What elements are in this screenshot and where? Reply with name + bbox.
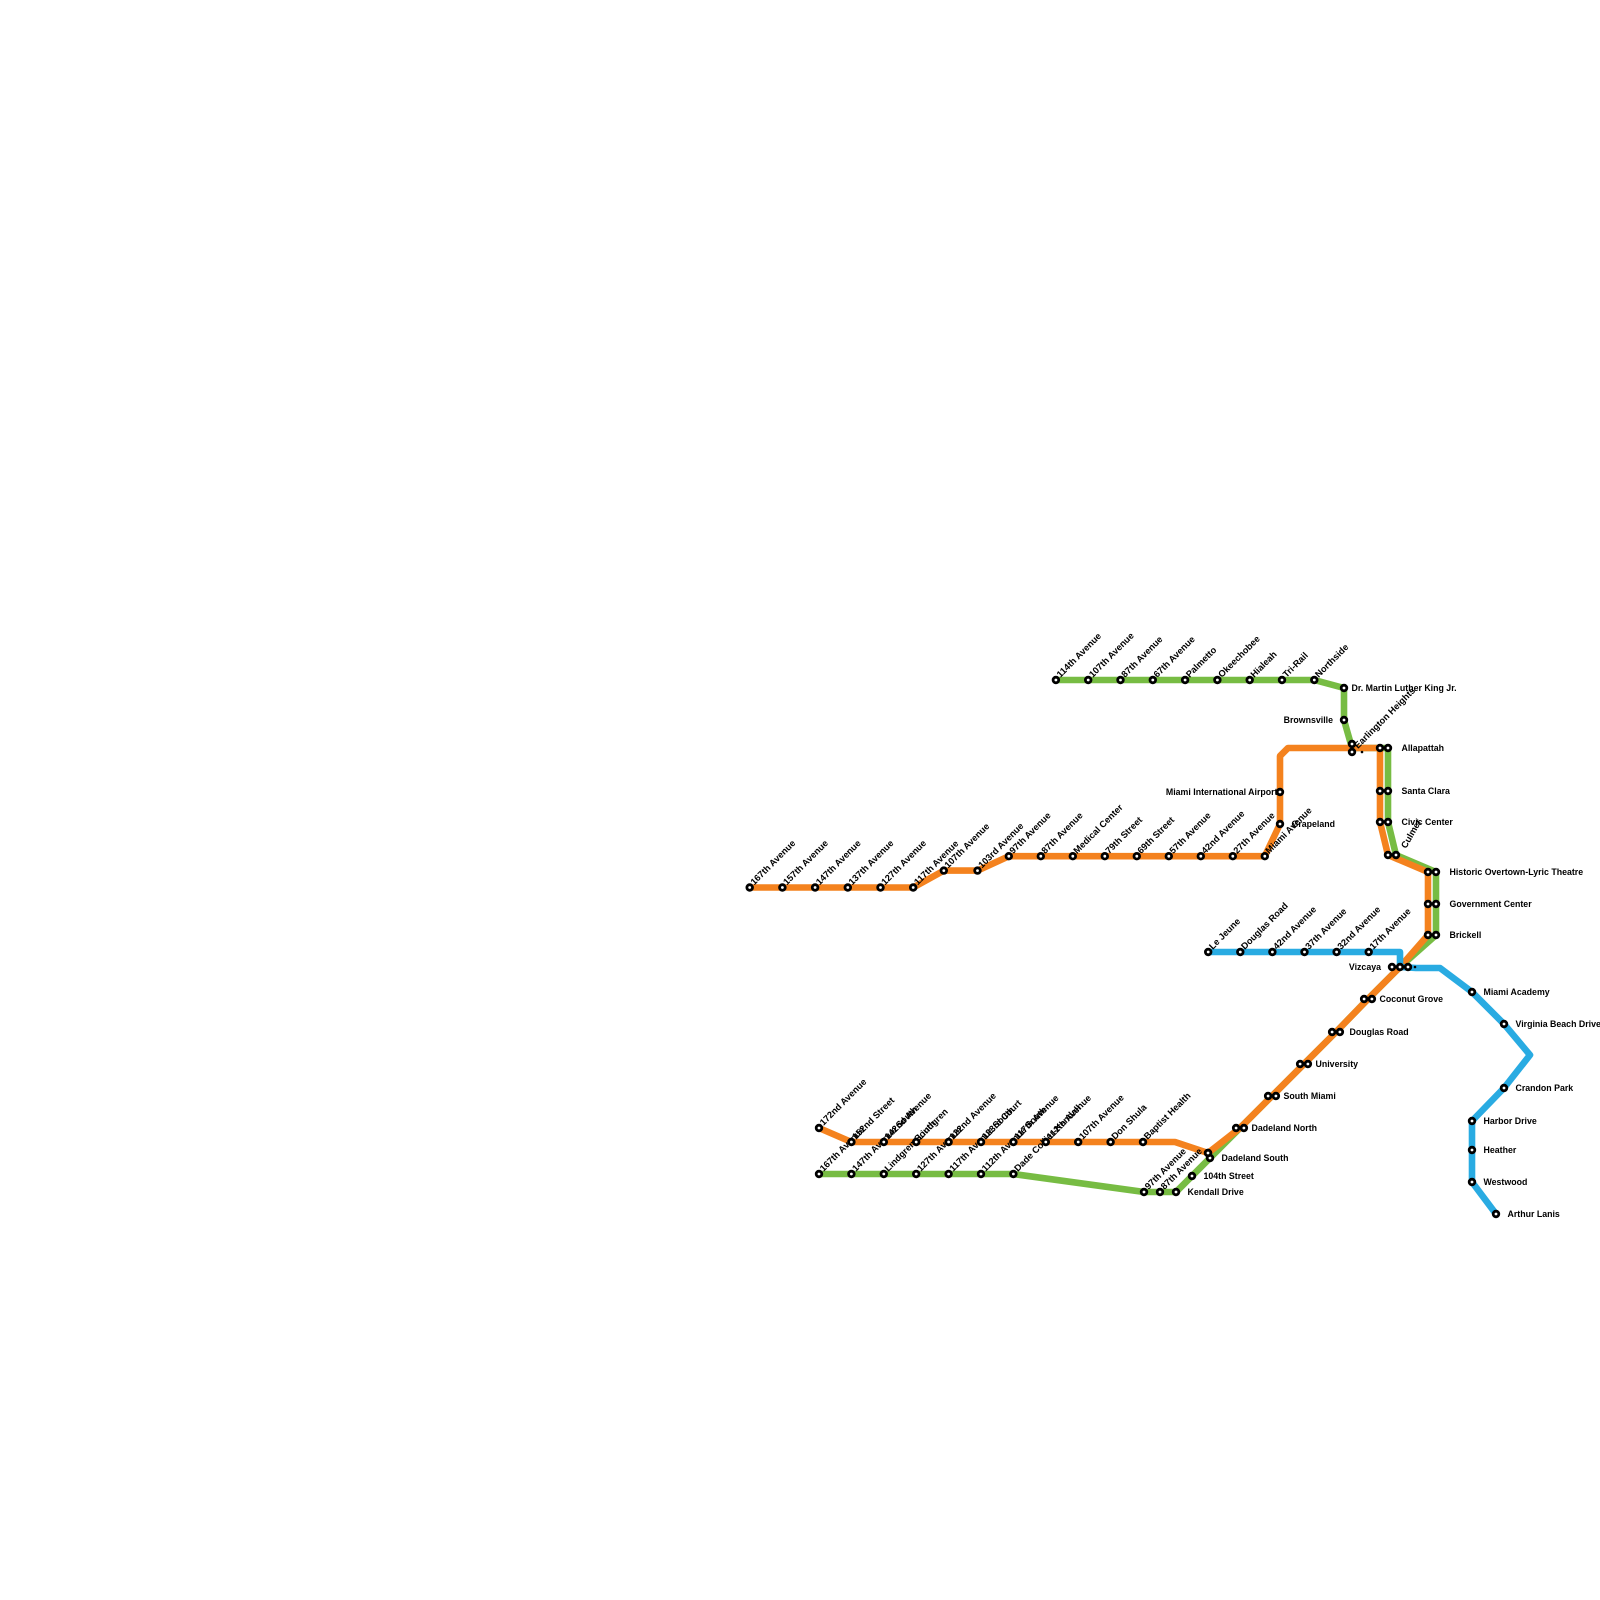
svg-text:Harbor Drive: Harbor Drive bbox=[1484, 1116, 1537, 1126]
svg-text:Miami Academy: Miami Academy bbox=[1484, 987, 1550, 997]
svg-text:Historic Overtown-Lyric Theatr: Historic Overtown-Lyric Theatre bbox=[1450, 867, 1584, 877]
svg-text:Kendall Drive: Kendall Drive bbox=[1188, 1187, 1244, 1197]
svg-text:Heather: Heather bbox=[1484, 1145, 1517, 1155]
svg-text:Westwood: Westwood bbox=[1484, 1177, 1528, 1187]
svg-text:Allapattah: Allapattah bbox=[1402, 743, 1445, 753]
svg-text:Brickell: Brickell bbox=[1450, 930, 1482, 940]
svg-text:Santa Clara: Santa Clara bbox=[1402, 786, 1451, 796]
svg-text:Dadeland North: Dadeland North bbox=[1252, 1123, 1318, 1133]
svg-text:Grapeland: Grapeland bbox=[1292, 819, 1336, 829]
svg-text:Coconut Grove: Coconut Grove bbox=[1380, 994, 1444, 1004]
svg-text:Government Center: Government Center bbox=[1450, 899, 1533, 909]
svg-text:Vizcaya: Vizcaya bbox=[1349, 962, 1381, 972]
svg-text:Virginia Beach Drive: Virginia Beach Drive bbox=[1516, 1019, 1600, 1029]
svg-text:Miami International Airport: Miami International Airport bbox=[1166, 787, 1278, 797]
svg-text:104th Street: 104th Street bbox=[1204, 1171, 1254, 1181]
svg-text:Arthur Lanis: Arthur Lanis bbox=[1508, 1209, 1560, 1219]
svg-text:Dadeland South: Dadeland South bbox=[1222, 1153, 1289, 1163]
svg-text:Crandon Park: Crandon Park bbox=[1516, 1083, 1574, 1093]
svg-text:Brownsville: Brownsville bbox=[1284, 715, 1333, 725]
svg-text:University: University bbox=[1316, 1059, 1359, 1069]
svg-text:Douglas Road: Douglas Road bbox=[1350, 1027, 1409, 1037]
svg-text:South Miami: South Miami bbox=[1284, 1091, 1336, 1101]
